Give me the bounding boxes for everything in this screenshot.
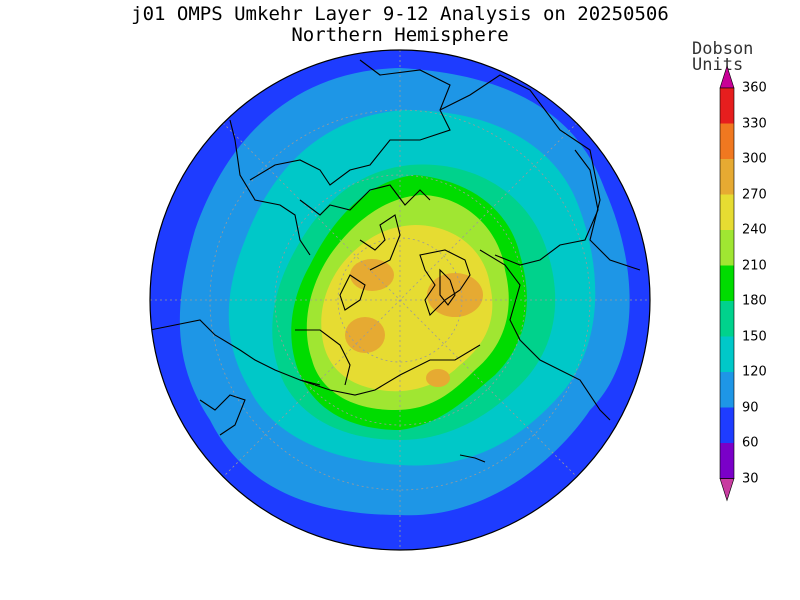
colorbar-bin [720,88,734,124]
colorbar-tick-label: 360 [742,80,767,96]
coastlines [150,59,641,463]
colorbar-tick-label: 300 [742,151,767,167]
colorbar-bin [720,230,734,266]
colorbar-bin [720,159,734,195]
colorbar-arrow-top [719,65,735,89]
band-270-300-a [350,259,394,291]
colorbar-tick-label: 210 [742,258,767,273]
colorbar-bin [720,265,734,301]
colorbar-tick-label: 150 [742,329,767,344]
colorbar-tick-label: 30 [742,471,759,486]
colorbar-frame [719,87,735,479]
colorbar-bin [720,407,734,443]
colorbar-tick-label: 120 [742,364,767,380]
colorbar-tick-label: 180 [742,293,767,309]
colorbar-tick-label: 330 [742,116,767,131]
colorbar-tick-label: 240 [742,222,767,238]
colorbar-bin [720,443,734,479]
map-title: j01 OMPS Umkehr Layer 9-12 Analysis on 2… [131,3,669,25]
band-270-300-d [426,369,450,387]
colorbar-unit-label: Dobson Units [692,39,754,75]
ozone-field [150,50,650,550]
colorbar-tick-label: 60 [742,435,759,451]
map-subtitle: Northern Hemisphere [291,24,509,46]
unit-line-1: Dobson [692,39,754,59]
colorbar-bin [720,372,734,408]
colorbar [719,65,735,502]
colorbar-bin [720,123,734,159]
colorbar-bin [720,336,734,372]
colorbar-tick-label: 90 [742,400,759,415]
unit-line-2: Units [692,55,744,75]
band-270-300-c [345,317,385,353]
colorbar-bin [720,301,734,337]
colorbar-arrow-bottom [719,478,735,502]
colorbar-tick-label: 270 [742,187,767,202]
graticule [150,50,650,550]
colorbar-bin [720,194,734,230]
map-boundary [149,49,651,551]
